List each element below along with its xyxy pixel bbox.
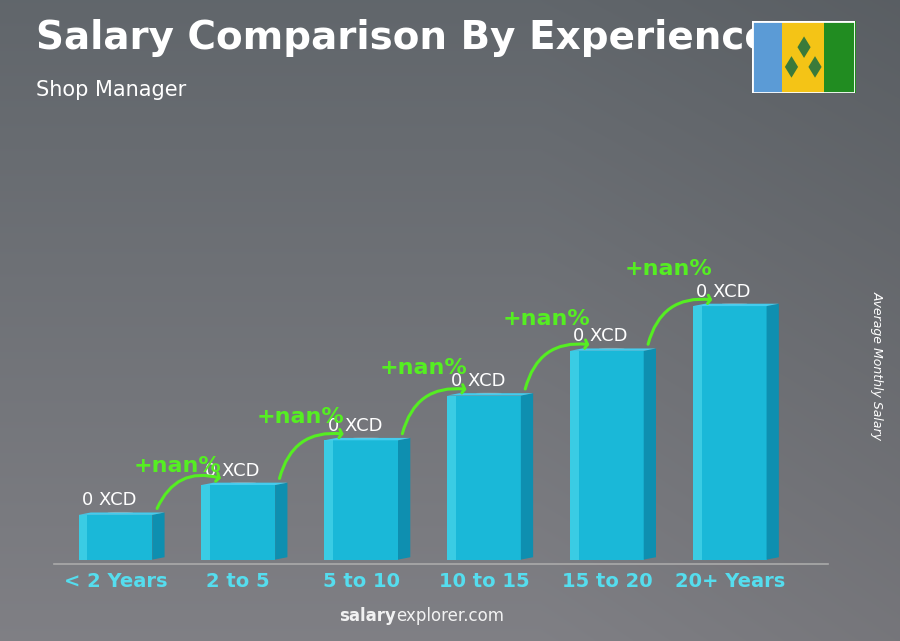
- Polygon shape: [521, 393, 533, 560]
- Text: Average Monthly Salary: Average Monthly Salary: [871, 291, 884, 440]
- Text: +nan%: +nan%: [625, 260, 713, 279]
- Polygon shape: [693, 306, 702, 560]
- Polygon shape: [78, 515, 152, 560]
- Polygon shape: [152, 513, 165, 560]
- Polygon shape: [767, 304, 778, 560]
- Text: 0 XCD: 0 XCD: [328, 417, 382, 435]
- Text: +nan%: +nan%: [502, 308, 590, 329]
- Text: Shop Manager: Shop Manager: [36, 80, 186, 100]
- Polygon shape: [398, 438, 410, 560]
- Polygon shape: [447, 395, 521, 560]
- Text: +nan%: +nan%: [379, 358, 467, 378]
- Text: +nan%: +nan%: [256, 407, 344, 427]
- Polygon shape: [570, 351, 579, 560]
- Polygon shape: [785, 56, 798, 78]
- Polygon shape: [447, 393, 533, 395]
- Polygon shape: [644, 349, 656, 560]
- Ellipse shape: [476, 392, 502, 394]
- Polygon shape: [324, 440, 333, 560]
- Polygon shape: [797, 37, 811, 58]
- Bar: [752, 21, 855, 93]
- Text: explorer.com: explorer.com: [396, 607, 504, 625]
- Text: 0 XCD: 0 XCD: [82, 492, 137, 510]
- Polygon shape: [447, 395, 456, 560]
- Polygon shape: [808, 56, 822, 78]
- Ellipse shape: [230, 482, 256, 483]
- Polygon shape: [324, 440, 398, 560]
- Polygon shape: [324, 438, 410, 440]
- Polygon shape: [202, 485, 275, 560]
- Text: 0 XCD: 0 XCD: [573, 328, 628, 345]
- Text: Salary Comparison By Experience: Salary Comparison By Experience: [36, 19, 770, 57]
- Text: 0 XCD: 0 XCD: [697, 283, 751, 301]
- Polygon shape: [693, 306, 767, 560]
- Polygon shape: [202, 483, 287, 485]
- Polygon shape: [78, 513, 165, 515]
- Ellipse shape: [598, 348, 625, 349]
- Polygon shape: [693, 304, 778, 306]
- Polygon shape: [202, 485, 211, 560]
- Polygon shape: [570, 349, 656, 351]
- Text: 0 XCD: 0 XCD: [205, 462, 259, 479]
- Text: salary: salary: [339, 607, 396, 625]
- Polygon shape: [570, 351, 644, 560]
- Text: 0 XCD: 0 XCD: [451, 372, 505, 390]
- Ellipse shape: [353, 437, 379, 438]
- Text: +nan%: +nan%: [133, 456, 221, 476]
- Polygon shape: [275, 483, 287, 560]
- Polygon shape: [78, 515, 87, 560]
- Ellipse shape: [107, 512, 133, 513]
- Ellipse shape: [722, 303, 748, 304]
